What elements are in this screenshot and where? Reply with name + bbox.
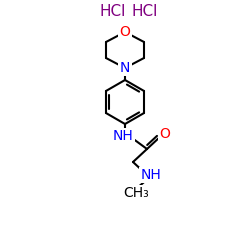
Text: HCl: HCl [132, 4, 158, 20]
Text: CH₃: CH₃ [123, 186, 149, 200]
Text: N: N [120, 61, 130, 75]
Text: NH: NH [140, 168, 162, 182]
Text: O: O [120, 25, 130, 39]
Text: O: O [160, 127, 170, 141]
Text: HCl: HCl [100, 4, 126, 20]
Text: NH: NH [112, 129, 134, 143]
